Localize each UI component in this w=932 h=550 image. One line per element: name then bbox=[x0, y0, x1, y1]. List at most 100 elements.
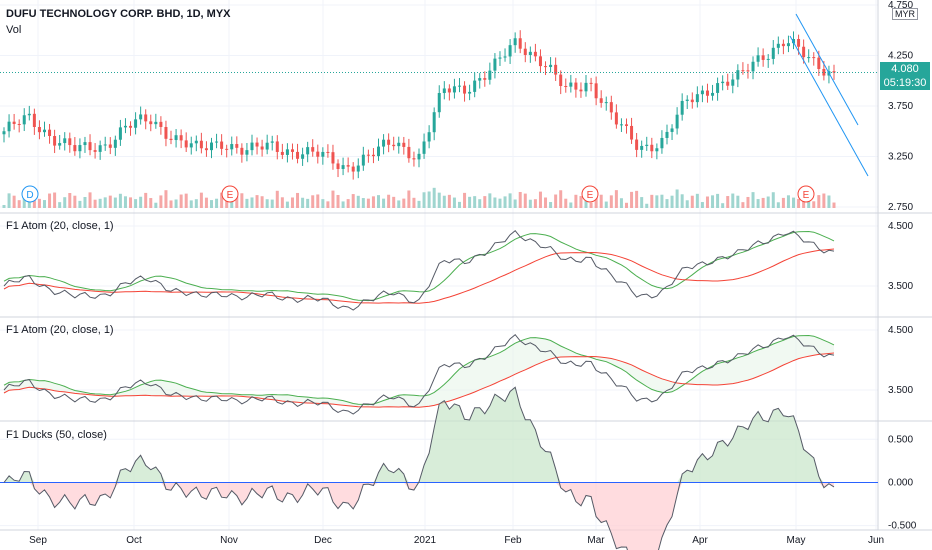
candle-body bbox=[513, 38, 517, 46]
volume-bar bbox=[270, 199, 274, 208]
candle-body bbox=[341, 165, 345, 169]
candle-body bbox=[149, 121, 153, 125]
volume-bar bbox=[695, 193, 699, 208]
event-marker-circle bbox=[797, 185, 815, 203]
volume-bar bbox=[169, 200, 173, 208]
candle-body bbox=[123, 125, 127, 128]
candle-body bbox=[544, 66, 548, 68]
volume-bar bbox=[660, 194, 664, 208]
candle-body bbox=[346, 165, 350, 167]
candle-body bbox=[817, 57, 821, 69]
candle-body bbox=[711, 92, 715, 96]
volume-bar bbox=[726, 196, 730, 208]
candle-body bbox=[88, 142, 92, 151]
atom-fast-line bbox=[3, 230, 835, 302]
volume-bar bbox=[387, 194, 391, 208]
volume-bar bbox=[179, 194, 183, 208]
volume-bar bbox=[134, 199, 138, 208]
pane-1-title: F1 Atom (20, close, 1) bbox=[6, 220, 114, 232]
volume-bar bbox=[766, 196, 770, 208]
ducks-pane bbox=[0, 386, 878, 550]
volume-bar bbox=[746, 196, 750, 208]
candle-body bbox=[554, 64, 558, 75]
volume-bar bbox=[255, 195, 259, 208]
candle-body bbox=[721, 81, 725, 84]
candle-body bbox=[685, 99, 689, 101]
candle-body bbox=[275, 141, 279, 152]
volume-bar bbox=[68, 193, 72, 208]
volume-bar bbox=[564, 198, 568, 208]
price-tick-label: 4.250 bbox=[888, 51, 913, 62]
volume-label: Vol bbox=[6, 24, 22, 36]
volume-bar bbox=[58, 202, 62, 208]
candle-body bbox=[822, 68, 826, 76]
volume-bar bbox=[457, 201, 461, 208]
volume-bar bbox=[98, 198, 102, 208]
currency-button[interactable]: MYR bbox=[892, 8, 918, 20]
atom-pane-2 bbox=[3, 333, 835, 415]
candle-body bbox=[412, 158, 416, 160]
candle-body bbox=[736, 70, 740, 80]
pane-tick-label: 4.500 bbox=[888, 325, 913, 336]
volume-bar bbox=[351, 194, 355, 208]
pane-2-title: F1 Atom (20, close, 1) bbox=[6, 324, 114, 336]
event-marker-circle bbox=[581, 185, 599, 203]
volume-bar bbox=[290, 197, 294, 208]
candle-body bbox=[766, 58, 770, 60]
volume-bar bbox=[73, 195, 77, 208]
candle-body bbox=[311, 147, 315, 152]
candle-body bbox=[270, 141, 274, 143]
candle-body bbox=[306, 147, 310, 155]
volume-bar bbox=[27, 197, 31, 208]
countdown-badge: 05:19:30 bbox=[880, 76, 930, 90]
candle-body bbox=[12, 121, 16, 124]
volume-bar bbox=[63, 197, 67, 208]
volume-bar bbox=[721, 203, 725, 208]
volume-bar bbox=[245, 198, 249, 208]
candle-body bbox=[42, 129, 46, 133]
volume-bar bbox=[447, 194, 451, 208]
volume-bar bbox=[554, 194, 558, 208]
candle-body bbox=[463, 85, 467, 94]
volume-bar bbox=[518, 191, 522, 208]
candle-body bbox=[670, 128, 674, 132]
volume-bar bbox=[53, 192, 57, 208]
volume-bar bbox=[301, 197, 305, 208]
volume-bar bbox=[675, 189, 679, 208]
volume-bar bbox=[306, 198, 310, 208]
candle-body bbox=[215, 141, 219, 143]
candle-body bbox=[93, 150, 97, 152]
volume-bar bbox=[326, 201, 330, 208]
volume-bar bbox=[736, 195, 740, 208]
volume-bar bbox=[488, 193, 492, 208]
candle-body bbox=[290, 149, 294, 152]
volume-bar bbox=[123, 196, 127, 208]
time-tick-label: Mar bbox=[587, 535, 605, 546]
candle-body bbox=[680, 100, 684, 115]
candle-body bbox=[427, 132, 431, 142]
candle-body bbox=[129, 125, 133, 128]
time-tick-label: 2021 bbox=[414, 535, 437, 546]
time-tick-label: Feb bbox=[504, 535, 522, 546]
candle-body bbox=[361, 154, 365, 166]
volume-bar bbox=[204, 197, 208, 208]
candle-body bbox=[22, 115, 26, 125]
volume-bar bbox=[174, 199, 178, 208]
volume-bar bbox=[665, 199, 669, 208]
volume-bar bbox=[220, 192, 224, 208]
volume-bar bbox=[786, 195, 790, 208]
volume-bar bbox=[614, 190, 618, 208]
volume-bar bbox=[711, 195, 715, 208]
volume-bar bbox=[630, 191, 634, 208]
ducks-positive-area bbox=[4, 387, 834, 483]
candle-body bbox=[351, 166, 355, 172]
candle-body bbox=[746, 70, 750, 72]
price-tick-label: 3.250 bbox=[888, 151, 913, 162]
candle-body bbox=[533, 51, 537, 57]
pane-tick-label: 4.500 bbox=[888, 221, 913, 232]
volume-bar bbox=[807, 197, 811, 208]
candle-body bbox=[832, 71, 836, 73]
volume-bar bbox=[442, 195, 446, 208]
pane-tick-label: -0.500 bbox=[888, 521, 917, 532]
volume-bar bbox=[422, 192, 426, 208]
